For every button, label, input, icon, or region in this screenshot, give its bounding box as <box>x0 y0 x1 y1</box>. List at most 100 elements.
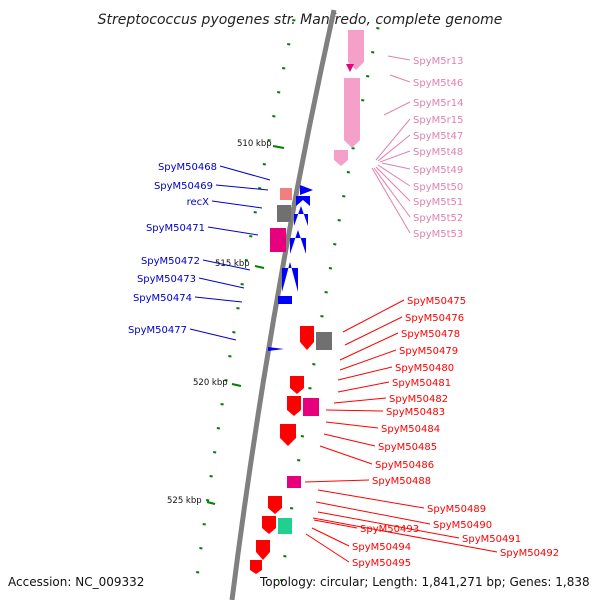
minus-leader <box>325 421 379 429</box>
outer-tick <box>342 195 346 198</box>
minus-leader <box>337 381 390 393</box>
minus-leader <box>323 433 376 447</box>
plus-leader <box>211 200 263 209</box>
plus-leader <box>215 184 269 191</box>
genome-backbone <box>229 9 337 600</box>
minus-leader <box>313 519 358 529</box>
rna-leader <box>373 167 411 218</box>
rna-leader <box>371 167 411 234</box>
minus-label: SpyM50475 <box>407 296 466 307</box>
minus-leader <box>325 409 384 412</box>
minus-gene <box>303 398 319 416</box>
plus-gene <box>278 296 292 304</box>
minus-gene <box>262 516 276 534</box>
minus-label: SpyM50479 <box>399 346 458 357</box>
minus-gene <box>278 518 292 534</box>
minus-gene <box>287 396 301 416</box>
rna-leader <box>375 118 411 161</box>
minus-label: SpyM50478 <box>401 329 460 340</box>
outer-tick <box>300 435 305 438</box>
minus-leader <box>317 511 460 539</box>
plus-gene <box>294 206 308 226</box>
rna-label: SpyM5r14 <box>413 98 463 109</box>
inner-tick <box>272 115 276 118</box>
tick-marks <box>196 19 380 582</box>
minus-leader <box>333 397 387 404</box>
outer-tick <box>376 27 380 30</box>
inner-tick <box>209 475 213 478</box>
plus-label: SpyM50468 <box>158 162 217 173</box>
inner-tick <box>213 451 217 454</box>
inner-tick <box>236 307 240 310</box>
plus-gene <box>282 262 298 292</box>
plus-leader <box>219 165 271 181</box>
scale-label-525: 525 kbp <box>167 496 202 506</box>
outer-tick <box>351 147 355 150</box>
inner-tick <box>202 523 206 526</box>
rna-label: SpyM5t49 <box>413 165 463 176</box>
plus-label: SpyM50471 <box>146 223 205 234</box>
outer-tick <box>328 267 333 270</box>
minus-gene <box>268 496 282 514</box>
plus-label: SpyM50469 <box>154 181 213 192</box>
rna-leader <box>383 101 411 116</box>
minus-leader <box>342 299 405 333</box>
rna-label: SpyM5t52 <box>413 213 463 224</box>
minus-label: SpyM50481 <box>392 378 451 389</box>
minus-leader <box>312 517 498 553</box>
inner-tick <box>258 187 262 190</box>
plus-gene <box>270 228 286 252</box>
rna-label: SpyM5t48 <box>413 147 463 158</box>
minus-leader <box>311 527 350 547</box>
minus-leader <box>339 349 397 371</box>
outer-tick <box>280 579 284 582</box>
minus-leader <box>317 489 425 509</box>
inner-tick <box>220 403 224 406</box>
inner-tick <box>287 43 291 46</box>
scale-label-510: 510 kbp <box>237 139 272 149</box>
plus-leader <box>207 226 259 236</box>
rna-gene <box>334 150 348 166</box>
outer-tick <box>324 291 328 294</box>
rna-gene <box>346 64 354 72</box>
minus-label: SpyM50493 <box>360 524 419 535</box>
plus-leader <box>189 328 237 341</box>
outer-tick <box>361 99 365 102</box>
minus-gene <box>287 476 301 488</box>
outer-tick <box>366 75 370 78</box>
outer-tick <box>312 363 316 366</box>
minus-label: SpyM50485 <box>378 442 437 453</box>
plus-gene <box>300 185 313 195</box>
scale-tick-520 <box>231 383 242 387</box>
outer-tick <box>337 219 341 222</box>
minus-label: SpyM50488 <box>372 476 431 487</box>
inner-tick <box>224 379 228 382</box>
rna-leader <box>381 162 411 170</box>
outer-tick <box>371 51 375 54</box>
scale-tick-515 <box>254 265 265 269</box>
plus-label: SpyM50473 <box>137 274 196 285</box>
scale-labels: 510 kbp 515 kbp 520 kbp 525 kbp <box>167 139 285 506</box>
inner-tick <box>262 163 267 166</box>
outer-tick <box>297 459 301 462</box>
minus-label: SpyM50489 <box>427 504 486 515</box>
outer-tick <box>320 315 324 318</box>
plus-label: SpyM50474 <box>133 293 192 304</box>
minus-label: SpyM50480 <box>395 363 454 374</box>
minus-leader <box>337 366 393 381</box>
plus-gene <box>296 196 310 206</box>
outer-tick <box>289 507 294 510</box>
outer-tick <box>283 555 287 558</box>
rna-leader <box>375 166 411 202</box>
minus-leader <box>339 332 399 361</box>
inner-tick <box>205 499 210 502</box>
plus-label: SpyM50472 <box>141 256 200 267</box>
plus-leader <box>202 259 251 271</box>
minus-gene <box>256 540 270 560</box>
accession-text: Accession: NC_009332 <box>8 575 144 589</box>
rna-leader <box>377 134 411 162</box>
scale-label-515: 515 kbp <box>215 259 250 269</box>
rna-label: SpyM5r15 <box>413 115 463 126</box>
